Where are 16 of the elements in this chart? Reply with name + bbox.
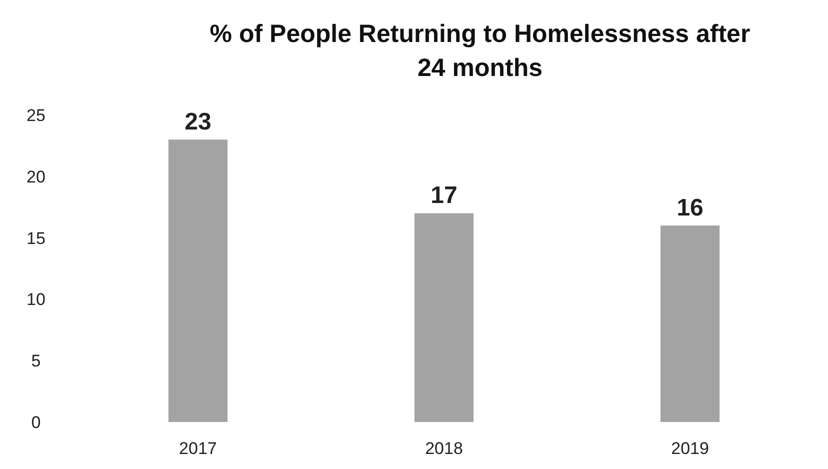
bar bbox=[660, 226, 720, 422]
y-tick-label: 25 bbox=[26, 106, 46, 125]
x-tick-label: 2019 bbox=[671, 439, 709, 458]
chart-title: % of People Returning to Homelessness after 24 months bbox=[210, 20, 750, 82]
data-label: 16 bbox=[676, 194, 704, 222]
data-label: 23 bbox=[184, 108, 212, 136]
data-label: 17 bbox=[430, 182, 458, 210]
y-tick-label: 5 bbox=[31, 352, 41, 371]
x-tick-label: 2017 bbox=[179, 439, 217, 458]
y-tick-label: 10 bbox=[26, 290, 46, 310]
bar bbox=[168, 140, 228, 422]
y-tick-label: 0 bbox=[31, 412, 41, 432]
bar bbox=[414, 213, 474, 422]
x-tick-label: 2018 bbox=[425, 439, 463, 458]
y-tick-label: 15 bbox=[26, 228, 46, 248]
y-tick-label: 20 bbox=[26, 167, 46, 186]
